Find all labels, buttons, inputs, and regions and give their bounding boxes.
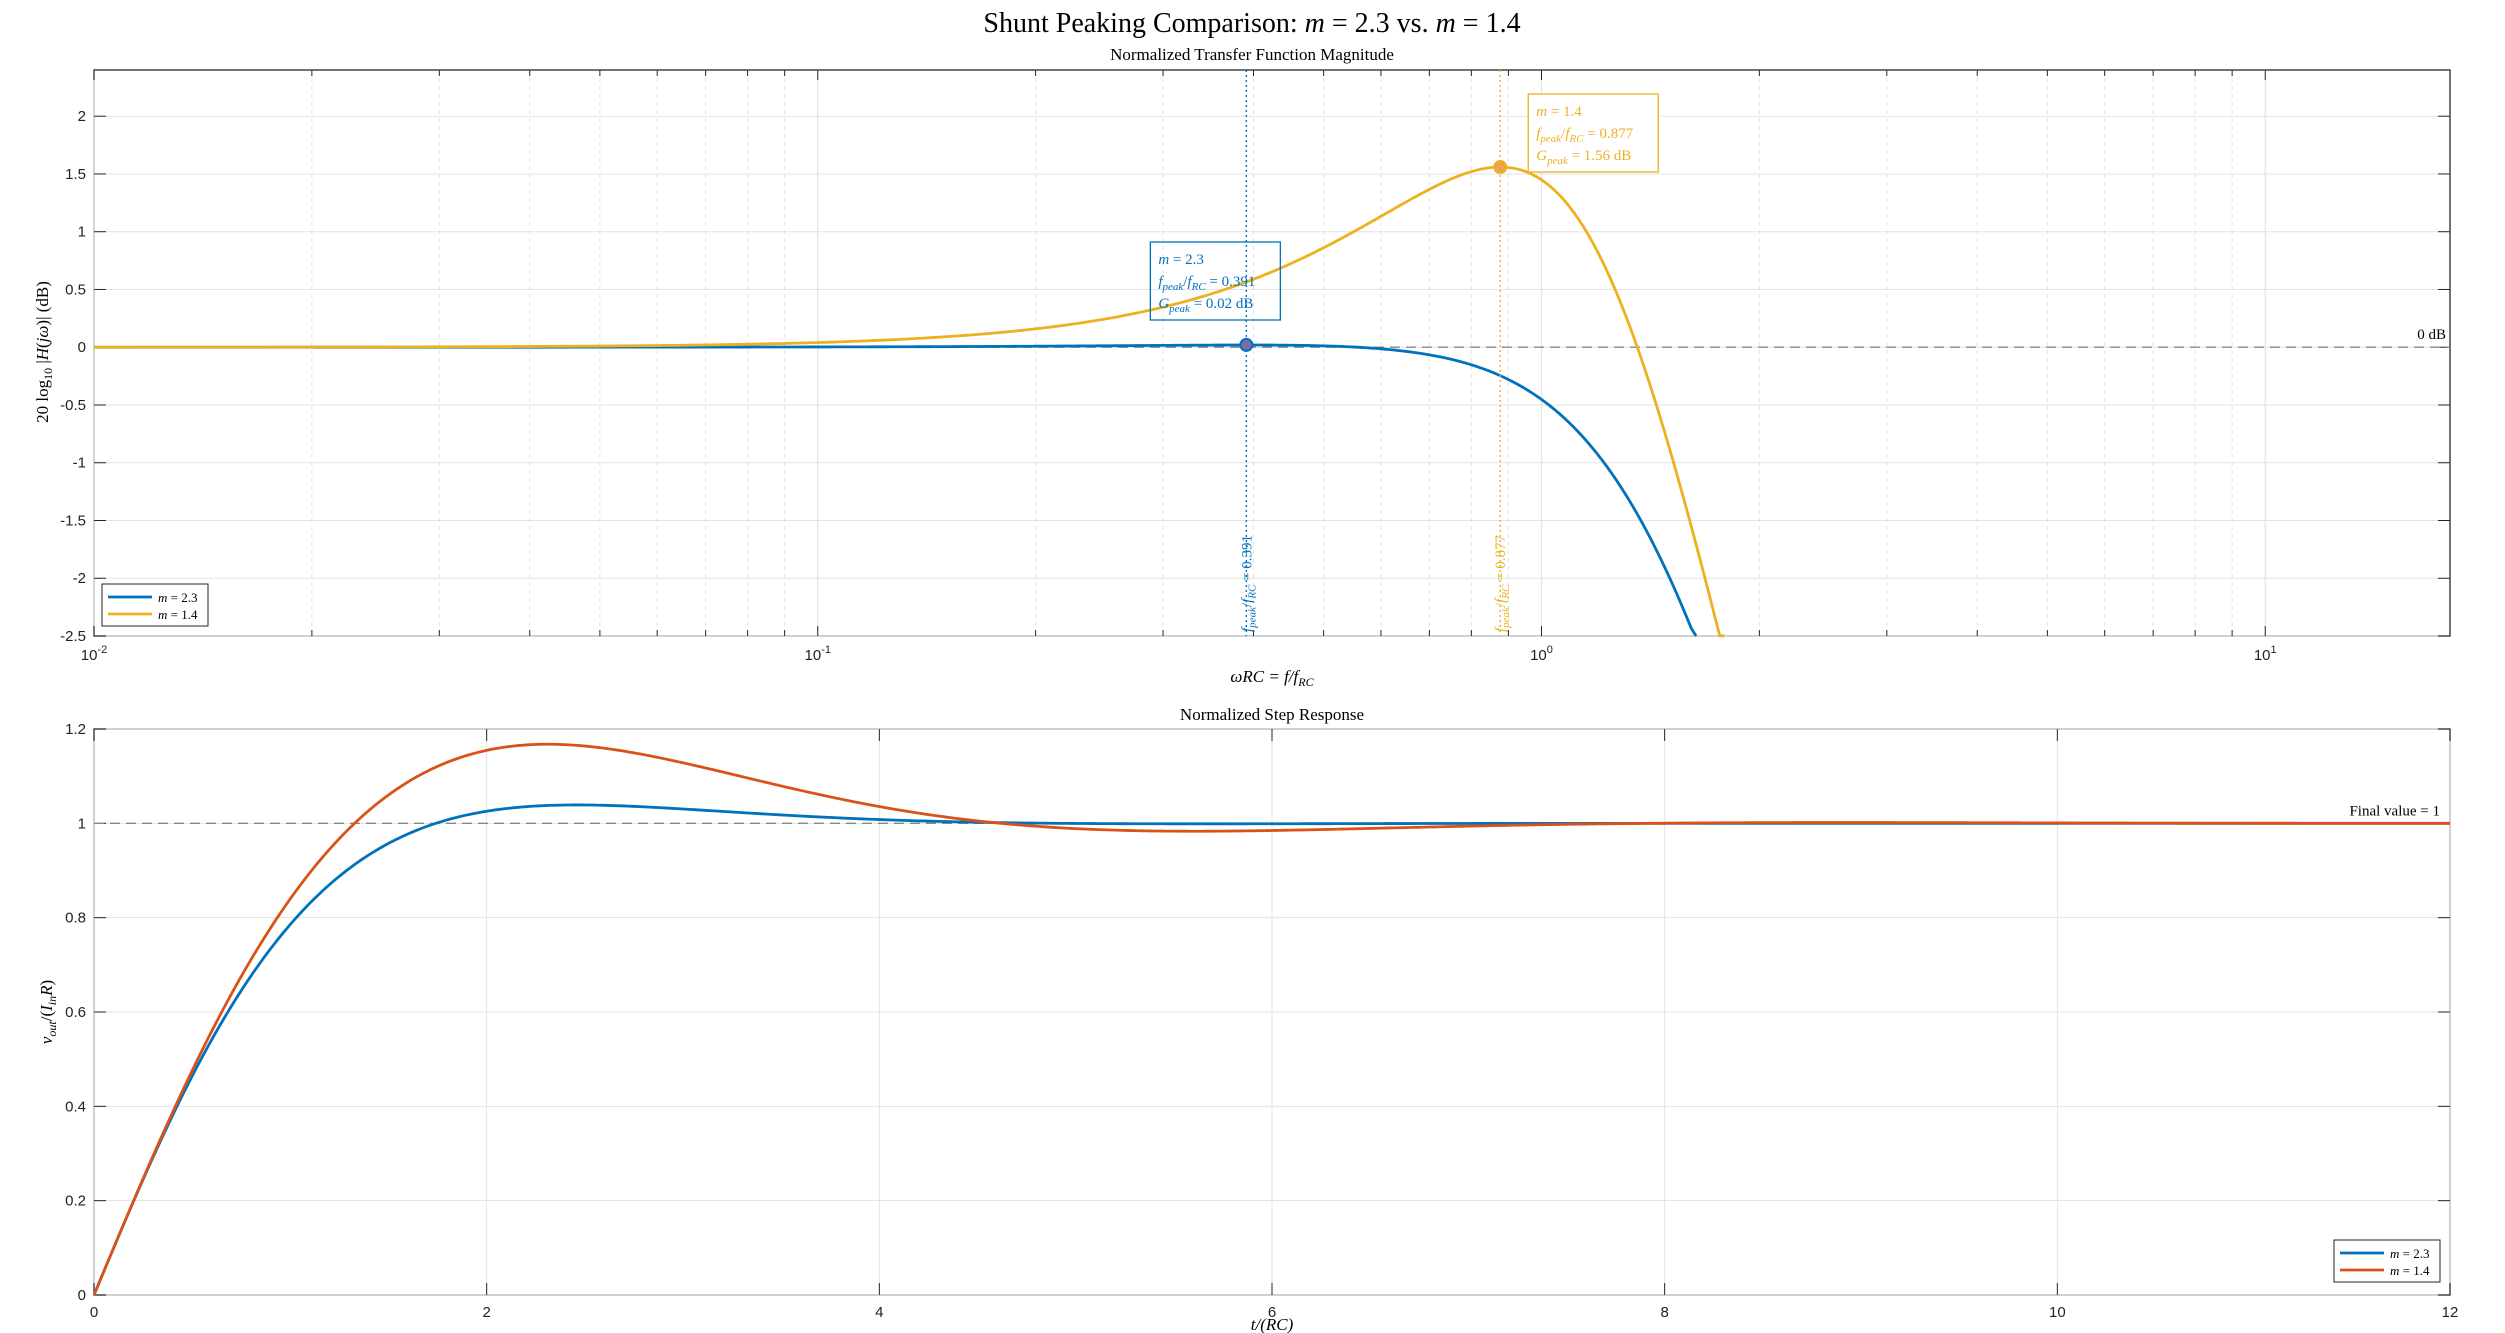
- bottom-tick-labels: 0 2 4 6 8 10 12 1.2 1 0.8 0.6 0.4 0.2 0: [65, 721, 2458, 1321]
- step-response-curve-1-4: [92, 742, 2450, 1296]
- peak-marker: [1239, 337, 1254, 352]
- legend-box: [2333, 1239, 2441, 1283]
- legend-entry-label: m = 1.4: [2390, 1263, 2430, 1278]
- bottom-x-axis-label: t/(RC): [1251, 1315, 1294, 1333]
- top-y-tick-label: 2: [78, 108, 86, 125]
- bottom-x-tick-label: 4: [875, 1304, 883, 1321]
- peak-frequency-vertical-label: fpeak/fRC = 0.877: [1493, 534, 1512, 632]
- bottom-y-tick-label: 0.2: [65, 1193, 86, 1210]
- bottom-y-tick-label: 0.8: [65, 910, 86, 927]
- top-chart-title: Normalized Transfer Function Magnitude: [1110, 45, 1394, 64]
- peak-box-gpeak-line: Gpeak = 1.56 dB: [1536, 148, 1631, 167]
- peak-box-gpeak-line: Gpeak = 0.02 dB: [1158, 296, 1253, 315]
- peak-box-fpeak-line: fpeak/fRC = 0.877: [1536, 126, 1634, 145]
- bottom-y-tick-label: 1: [78, 815, 86, 832]
- zero-db-label: 0 dB: [2417, 327, 2446, 343]
- top-y-tick-label: 0.5: [65, 281, 86, 298]
- bottom-legend: m = 2.3 m = 1.4: [2333, 1239, 2441, 1283]
- peak-marker: [1493, 160, 1508, 175]
- top-y-tick-label: -1: [73, 455, 86, 472]
- bottom-y-tick-label: 0: [78, 1287, 86, 1304]
- legend-box: [101, 583, 209, 627]
- magnitude-curve-1-4: [94, 165, 1725, 638]
- bottom-x-tick-label: 0: [90, 1304, 98, 1321]
- bottom-x-tick-label: 2: [482, 1304, 490, 1321]
- bottom-x-tick-label: 12: [2442, 1304, 2459, 1321]
- top-series-lines: [94, 165, 1725, 638]
- peak-annotation-box: [1527, 93, 1659, 173]
- bottom-series-lines: [92, 742, 2450, 1296]
- peak-box-m-line: m = 1.4: [1536, 104, 1582, 120]
- peak-annotation-box: [1149, 241, 1281, 321]
- top-x-tick-label: 10-2: [81, 644, 107, 664]
- bottom-y-tick-label: 1.2: [65, 721, 86, 738]
- bottom-y-tick-label: 0.4: [65, 1098, 86, 1115]
- bottom-x-tick-label: 6: [1268, 1304, 1276, 1321]
- top-x-axis-label: ωRC = f/fRC: [1230, 667, 1314, 689]
- legend-entry-label: m = 1.4: [158, 607, 198, 622]
- peak-box-m-line: m = 2.3: [1158, 252, 1204, 268]
- top-grid: [93, 70, 2450, 637]
- top-y-tick-label: -0.5: [60, 397, 86, 414]
- top-y-tick-label: 0: [78, 339, 86, 356]
- top-x-tick-label: 100: [1530, 644, 1553, 664]
- final-value-label: Final value = 1: [2349, 803, 2440, 819]
- top-peak-annotations: fpeak/fRC = 0.391 m = 2.3 fpeak/fRC = 0.39…: [1149, 70, 1659, 636]
- figure-title: Shunt Peaking Comparison: m = 2.3 vs. m …: [983, 8, 1520, 39]
- bottom-chart-title: Normalized Step Response: [1180, 705, 1364, 724]
- top-y-tick-label: -2: [73, 570, 86, 587]
- legend-entry-label: m = 2.3: [158, 590, 197, 605]
- legend-entry-label: m = 2.3: [2390, 1246, 2429, 1261]
- top-tick-labels: 10-2 10-1 100 101 2 1.5 1 0.5 0 -0.5 -1 -1.5 -2 -2.5: [60, 108, 2277, 664]
- peak-frequency-vertical-label: fpeak/fRC = 0.391: [1239, 535, 1258, 632]
- bottom-y-axis-label: vout/(IinR): [37, 980, 59, 1044]
- top-y-tick-label: -1.5: [60, 512, 86, 529]
- top-y-axis-label: 20 log10 |H(jω)| (dB): [33, 281, 55, 423]
- top-tick-marks: [93, 70, 2450, 637]
- bottom-y-tick-label: 0.6: [65, 1004, 86, 1021]
- top-plot-area: [93, 69, 2451, 637]
- peak-box-fpeak-line: fpeak/fRC = 0.391: [1158, 274, 1255, 293]
- bottom-x-tick-label: 10: [2049, 1304, 2066, 1321]
- top-legend: m = 2.3 m = 1.4: [101, 583, 209, 627]
- top-y-tick-label: -2.5: [60, 628, 86, 645]
- top-x-tick-label: 10-1: [805, 644, 831, 664]
- top-y-tick-label: 1: [78, 224, 86, 241]
- top-x-tick-label: 101: [2254, 644, 2277, 664]
- bottom-x-tick-label: 8: [1660, 1304, 1668, 1321]
- top-y-tick-label: 1.5: [65, 166, 86, 183]
